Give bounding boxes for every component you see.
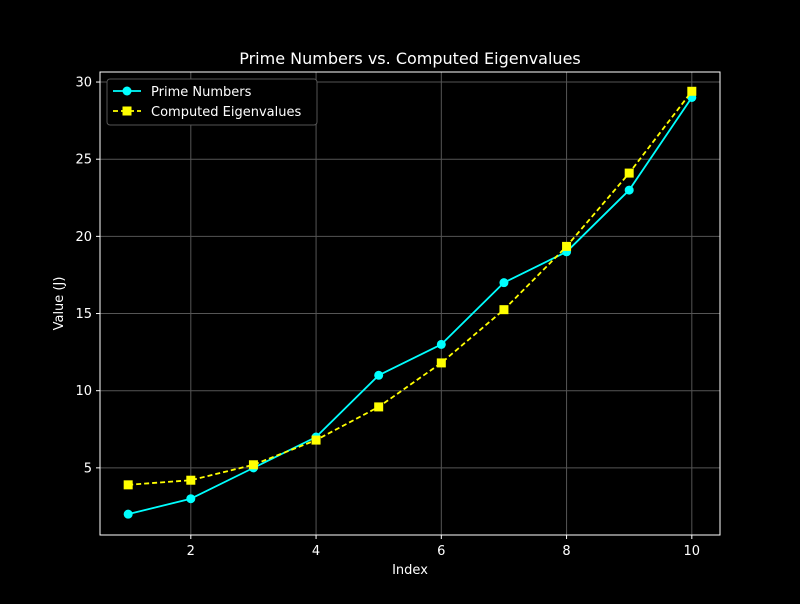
data-point-prime-numbers [624,185,634,195]
y-tick-label: 10 [75,384,92,399]
legend-marker-prime-numbers [122,86,132,96]
data-point-prime-numbers [499,278,509,288]
chart-title: Prime Numbers vs. Computed Eigenvalues [239,49,581,68]
x-tick-label: 4 [312,544,320,559]
data-point-prime-numbers [186,494,196,504]
data-point-computed-eigenvalues [248,460,258,470]
axis-ticks: 2 4 6 8 10 5 10 15 20 25 30 [75,76,700,559]
y-tick-label: 30 [75,76,92,91]
data-point-prime-numbers [123,509,133,519]
legend-marker-computed-eigenvalues [122,106,132,116]
y-tick-label: 15 [75,307,92,322]
legend: Prime Numbers Computed Eigenvalues [106,78,318,126]
data-point-computed-eigenvalues [436,358,446,368]
y-tick-label: 20 [75,230,92,245]
legend-label-prime-numbers: Prime Numbers [151,85,252,100]
legend-label-computed-eigenvalues: Computed Eigenvalues [151,105,301,120]
series-line-computed-eigenvalues [128,90,693,486]
y-tick-label: 25 [75,153,92,168]
data-point-computed-eigenvalues [562,241,572,251]
data-point-prime-numbers [374,370,384,380]
y-axis-label: Value (J) [52,277,67,331]
x-axis-label: Index [392,563,428,578]
y-tick-label: 5 [84,461,92,476]
data-point-computed-eigenvalues [374,402,384,412]
data-point-computed-eigenvalues [624,168,634,178]
data-point-computed-eigenvalues [123,480,133,490]
x-tick-label: 6 [437,544,445,559]
legend-box [106,78,318,126]
x-tick-label: 2 [187,544,195,559]
data-point-computed-eigenvalues [687,86,697,96]
data-point-computed-eigenvalues [311,435,321,445]
data-point-computed-eigenvalues [499,305,509,315]
plot-area-frame [99,71,721,536]
series-line-prime-numbers [127,96,693,516]
data-series [123,86,697,519]
x-tick-label: 8 [562,544,570,559]
data-point-prime-numbers [436,339,446,349]
grid-lines [100,72,720,535]
x-tick-label: 10 [684,544,701,559]
data-point-computed-eigenvalues [186,475,196,485]
